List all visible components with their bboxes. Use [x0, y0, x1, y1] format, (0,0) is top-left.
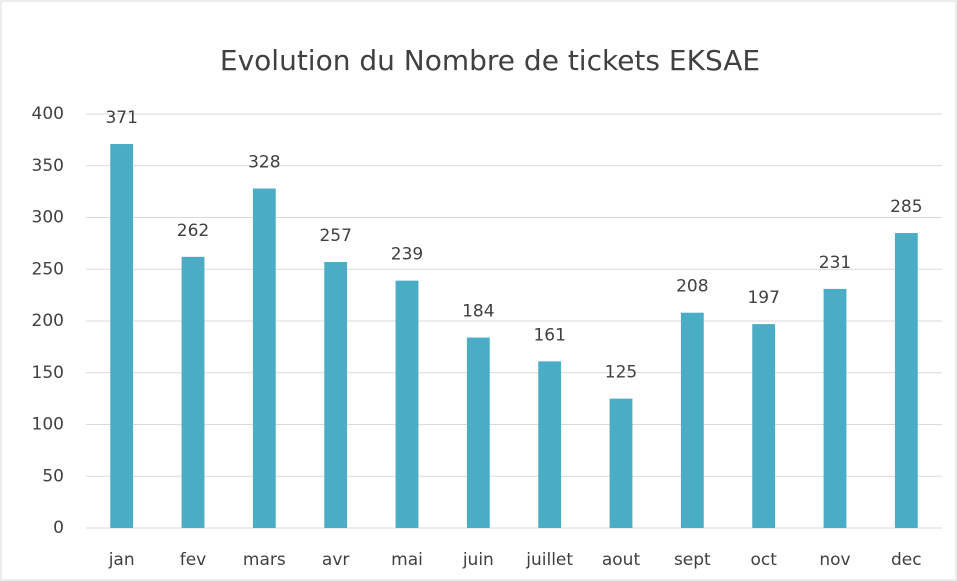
data-label: 161	[533, 325, 565, 345]
x-tick-label: sept	[674, 550, 711, 570]
bar	[324, 262, 348, 528]
bar	[752, 324, 776, 528]
bar	[395, 280, 419, 528]
y-tick-label: 400	[32, 104, 64, 124]
data-label: 231	[819, 253, 851, 273]
y-tick-label: 50	[42, 466, 64, 486]
x-tick-label: jan	[108, 550, 135, 570]
y-tick-label: 100	[32, 415, 64, 435]
data-label: 257	[319, 226, 351, 246]
data-label: 371	[105, 108, 137, 128]
data-label: 328	[248, 153, 280, 173]
y-tick-label: 0	[53, 518, 64, 538]
y-tick-label: 300	[32, 208, 64, 228]
bar	[538, 361, 562, 528]
bar	[680, 312, 704, 528]
data-label: 125	[605, 363, 637, 383]
data-label: 239	[391, 245, 423, 265]
bar	[181, 256, 205, 528]
data-label: 208	[676, 277, 708, 297]
bar	[894, 233, 918, 528]
x-tick-label: mars	[243, 550, 286, 570]
y-tick-label: 350	[32, 156, 64, 176]
x-tick-label: aout	[602, 550, 641, 570]
data-label: 262	[177, 221, 209, 241]
x-tick-label: dec	[891, 550, 922, 570]
y-tick-label: 250	[32, 259, 64, 279]
x-tick-label: juin	[462, 550, 494, 570]
bar	[110, 144, 134, 528]
data-label: 197	[747, 288, 779, 308]
bar	[252, 188, 276, 528]
bar	[609, 398, 633, 528]
x-tick-label: juillet	[525, 550, 573, 570]
data-label: 184	[462, 302, 494, 322]
data-label: 285	[890, 197, 922, 217]
x-tick-label: nov	[819, 550, 850, 570]
bar	[466, 337, 490, 528]
chart-title: Evolution du Nombre de tickets EKSAE	[220, 44, 760, 77]
x-tick-label: oct	[750, 550, 777, 570]
x-tick-label: fev	[180, 550, 207, 570]
y-tick-label: 200	[32, 311, 64, 331]
bar	[823, 288, 847, 528]
x-tick-label: mai	[391, 550, 423, 570]
x-tick-label: avr	[322, 550, 349, 570]
y-tick-label: 150	[32, 363, 64, 383]
